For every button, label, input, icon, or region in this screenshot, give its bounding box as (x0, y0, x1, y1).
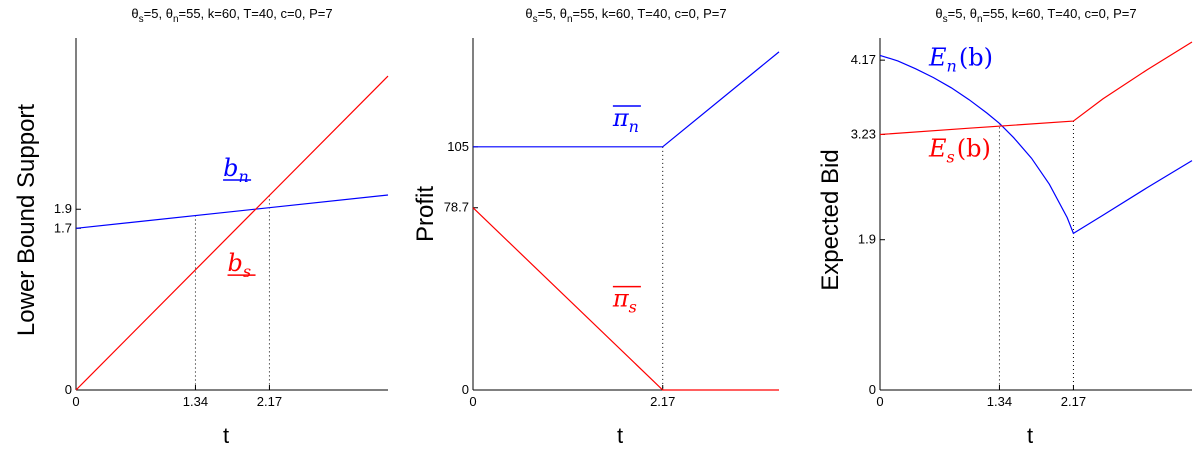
chart-title-part: θ (525, 6, 532, 21)
chart-title-part: s (139, 14, 144, 25)
chart-title-part: s (533, 14, 538, 25)
series-line-es (879, 41, 1193, 136)
x-tick-label: 1.34 (183, 394, 208, 409)
x-tick-label: 2.17 (257, 394, 282, 409)
series-label-sub: n (629, 117, 639, 136)
series-label-en: En(b) (928, 44, 993, 76)
series-label-base: b (228, 249, 243, 277)
series-label-sub: s (243, 262, 251, 281)
y-tick-label: 0 (462, 382, 469, 397)
y-tick-label: 1.9 (858, 232, 876, 247)
chart-title: θs=5, θn=55, k=60, T=40, c=0, P=7 (935, 6, 1136, 25)
x-tick-label: 2.17 (650, 394, 675, 409)
chart-title-part: =55, k=60, T=40, c=0, P=7 (573, 6, 727, 21)
y-tick-label: 3.23 (851, 127, 876, 142)
series-line-pis (472, 207, 779, 391)
y-axis-label: Profit (412, 186, 439, 242)
chart-title-part: n (173, 14, 179, 25)
chart-panel-1: θs=5, θn=55, k=60, T=40, c=0, P=70 1.34 2.… (13, 6, 389, 448)
series-label-sub: s (629, 298, 637, 317)
chart-title-part: =55, k=60, T=40, c=0, P=7 (179, 6, 333, 21)
series-label-sub: n (947, 57, 957, 76)
x-tick-label: 0 (72, 394, 79, 409)
series-label-pis: πs (612, 285, 637, 317)
y-tick-label: 78.7 (444, 200, 469, 215)
series-label-bn: bn (223, 154, 249, 186)
y-tick-label: 1.9 (54, 201, 72, 216)
chart-title-part: =5, θ (144, 6, 173, 21)
chart-title: θs=5, θn=55, k=60, T=40, c=0, P=7 (131, 6, 332, 25)
x-tick-label: 2.17 (1061, 394, 1086, 409)
chart-title: θs=5, θn=55, k=60, T=40, c=0, P=7 (525, 6, 726, 25)
series-line-bs (75, 75, 389, 391)
chart-title-part: s (943, 14, 948, 25)
series-label-base: E (928, 44, 947, 72)
series-label-pin: πn (612, 104, 639, 136)
y-tick-label: 1.7 (54, 220, 72, 235)
chart-title-part: =5, θ (538, 6, 567, 21)
series-label-sub: s (947, 148, 955, 167)
chart-panel-3: θs=5, θn=55, k=60, T=40, c=0, P=70 1.34 2.… (817, 6, 1193, 448)
series-label-base: π (612, 285, 630, 313)
series-label-args: (b) (959, 44, 993, 72)
series-line-en (879, 54, 1193, 235)
chart-title-part: n (977, 14, 983, 25)
chart-title-part: θ (131, 6, 138, 21)
x-tick-label: 1.34 (987, 394, 1012, 409)
x-axis-label: t (223, 423, 229, 448)
series-label-base: E (928, 135, 947, 163)
series-label-es: Es(b) (928, 135, 991, 167)
y-tick-label: 0 (65, 382, 72, 397)
x-axis-label: t (617, 423, 623, 448)
series-label-bs: bs (228, 249, 252, 281)
series-label-args: (b) (957, 135, 991, 163)
chart-title-part: =5, θ (948, 6, 977, 21)
y-tick-label: 105 (447, 139, 469, 154)
y-tick-label: 0 (869, 382, 876, 397)
chart-title-part: n (567, 14, 573, 25)
y-axis-label: Expected Bid (817, 149, 844, 290)
chart-panel-2: θs=5, θn=55, k=60, T=40, c=0, P=70 2.1707… (412, 6, 780, 448)
chart-title-part: =55, k=60, T=40, c=0, P=7 (983, 6, 1137, 21)
series-label-base: π (612, 104, 630, 132)
series-label-base: b (223, 154, 238, 182)
y-tick-label: 4.17 (851, 52, 876, 67)
x-tick-label: 0 (876, 394, 883, 409)
y-axis-label: Lower Bound Support (13, 104, 40, 336)
x-tick-label: 0 (469, 394, 476, 409)
series-line-pin (473, 51, 780, 148)
x-axis-label: t (1027, 423, 1033, 448)
chart-title-part: θ (935, 6, 942, 21)
series-label-sub: n (238, 167, 248, 186)
series-line-bn (75, 194, 389, 229)
